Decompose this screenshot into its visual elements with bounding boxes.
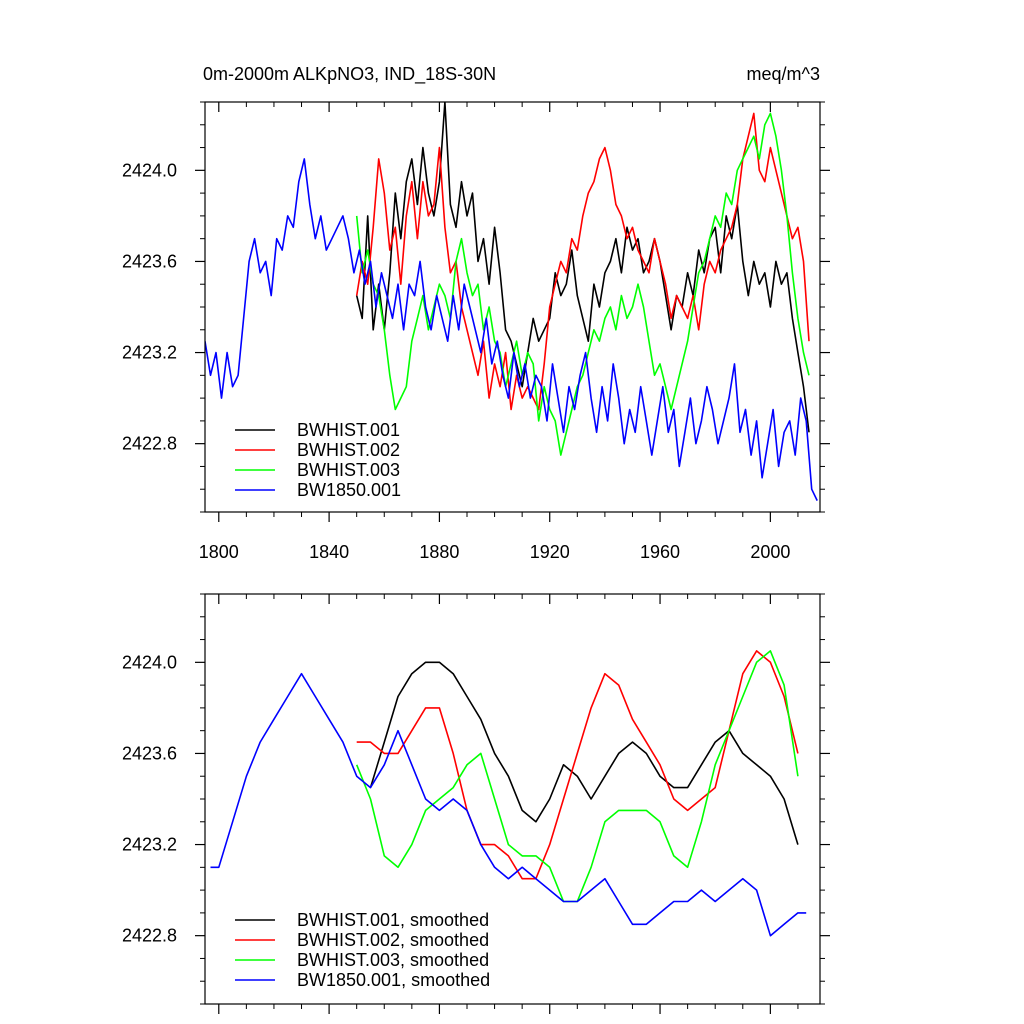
x-tick-label: 1960 [640, 542, 680, 562]
x-tick-label: 1920 [530, 542, 570, 562]
series-line-4 [210, 672, 807, 937]
y-tick-label: 2422.8 [122, 926, 177, 946]
y-tick-label: 2423.2 [122, 343, 177, 363]
x-tick-label: 2000 [750, 542, 790, 562]
series-line-2 [355, 112, 810, 411]
units-label: meq/m^3 [747, 64, 820, 84]
legend-label: BWHIST.001, smoothed [297, 910, 489, 930]
bottom-panel: 2422.8 2423.2 2423.6 2424.0 BWHIST.001, smoo… [122, 593, 830, 1014]
top-panel: 1800 1840 1880 1920 1960 2000 2422.8 2423.2 2423… [122, 101, 830, 562]
series-line-2 [356, 650, 799, 880]
legend-label: BW1850.001, smoothed [297, 970, 490, 990]
y-tick-label: 2423.6 [122, 251, 177, 271]
y-tick-label: 2424.0 [122, 160, 177, 180]
x-tick-label: 1800 [199, 542, 239, 562]
legend-label: BWHIST.003 [297, 460, 400, 480]
x-tick-label: 1840 [309, 542, 349, 562]
legend-label: BWHIST.002, smoothed [297, 930, 489, 950]
legend-label: BWHIST.003, smoothed [297, 950, 489, 970]
y-tick-label: 2424.0 [122, 652, 177, 672]
y-tick-label: 2423.2 [122, 835, 177, 855]
plot-title: 0m-2000m ALKpNO3, IND_18S-30N [203, 64, 496, 85]
legend-label: BWHIST.002 [297, 440, 400, 460]
y-tick-label: 2422.8 [122, 434, 177, 454]
series-line-1 [355, 102, 810, 433]
y-tick-label: 2423.6 [122, 743, 177, 763]
series-line-4 [205, 158, 818, 501]
legend-label: BWHIST.001 [297, 420, 400, 440]
series-line-1 [369, 661, 799, 845]
legend-label: BW1850.001 [297, 480, 401, 500]
series-line-3 [355, 112, 810, 456]
x-tick-label: 1880 [419, 542, 459, 562]
